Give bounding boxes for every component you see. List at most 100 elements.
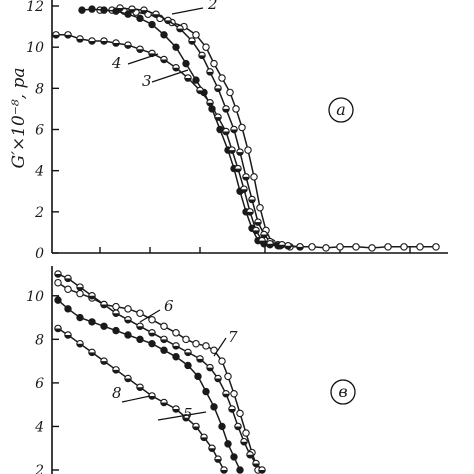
y-tick-label: 6: [35, 376, 44, 392]
panel-b-ticks: 2 4 6 8 10: [26, 289, 59, 474]
data-point-6: [160, 322, 168, 331]
data-point-2: [140, 6, 148, 14]
data-point-1: [352, 243, 360, 251]
data-point-1: [416, 243, 424, 251]
data-point-7: [206, 363, 214, 372]
data-point-2: [222, 105, 230, 113]
data-point-7: [76, 283, 84, 291]
panel-a-ticks: 0 2 4 6 8 10 12: [26, 0, 411, 262]
data-point-1: [400, 243, 408, 251]
curve-label-4-leader: [127, 53, 159, 65]
series-line-8: [57, 327, 225, 471]
data-point-7: [64, 274, 72, 283]
data-point-2: [230, 125, 238, 134]
data-point-1: [368, 244, 376, 252]
curve-label-6-leader: [139, 309, 161, 323]
data-point-6: [172, 329, 180, 337]
curve-label-5-text: 5: [183, 405, 193, 423]
data-point-1: [256, 203, 264, 212]
data-point-5: [218, 422, 226, 431]
data-point-2: [296, 243, 304, 251]
y-tick-label: 6: [35, 123, 44, 139]
y-tick-label: 2: [34, 205, 44, 221]
data-point-5: [160, 346, 168, 354]
curve-label-6: 6: [139, 297, 174, 323]
data-point-5: [64, 305, 72, 313]
data-point-2: [254, 218, 262, 226]
y-tick-label: 8: [35, 81, 44, 97]
data-point-7: [88, 292, 96, 300]
curve-label-4-text: 4: [111, 54, 122, 72]
panel-a: 0 2 4 6 8 10 12 G′×10⁻⁸, pa a 2 4 3: [9, 0, 448, 262]
data-point-1: [322, 244, 330, 252]
panel-b-label-circle: [330, 379, 356, 405]
panel-a-label-circle: [328, 97, 354, 123]
data-point-3: [88, 5, 96, 13]
data-point-8: [220, 466, 228, 474]
data-point-2: [242, 173, 250, 181]
data-point-5: [148, 339, 156, 348]
curve-label-2-leader: [171, 7, 204, 15]
data-point-4: [258, 236, 266, 245]
data-point-7: [246, 451, 254, 459]
curve-label-5-leader: [157, 411, 207, 421]
data-point-6: [202, 342, 210, 350]
curve-label-7-text: 7: [228, 328, 238, 346]
data-point-6: [192, 339, 200, 348]
data-point-4: [252, 226, 260, 235]
y-tick-label: 12: [26, 0, 44, 15]
panel-a-label: a: [328, 97, 354, 123]
data-point-5: [100, 322, 108, 330]
panel-b-label-text: в: [338, 382, 347, 401]
data-point-4: [278, 241, 286, 249]
data-point-5: [54, 296, 62, 304]
series-line-1: [100, 9, 436, 249]
data-point-2: [214, 84, 222, 93]
data-point-4: [184, 74, 192, 82]
data-point-1: [218, 74, 226, 82]
data-point-4: [52, 31, 60, 39]
data-point-1: [250, 173, 258, 181]
data-point-2: [198, 51, 206, 60]
data-point-1: [384, 243, 392, 251]
y-tick-label: 2: [34, 463, 44, 474]
curve-label-5: 5: [157, 405, 207, 423]
curve-label-3: 3: [142, 69, 189, 90]
curve-label-2-text: 2: [207, 0, 218, 13]
data-point-4: [196, 86, 204, 95]
data-point-8: [192, 422, 200, 431]
data-point-4: [124, 41, 132, 49]
data-point-4: [112, 39, 120, 47]
data-point-5: [224, 440, 232, 448]
data-point-3: [160, 31, 168, 39]
data-point-8: [100, 357, 108, 365]
data-point-7: [136, 322, 144, 331]
data-point-7: [100, 300, 108, 309]
data-point-4: [76, 35, 84, 43]
data-point-8: [136, 383, 144, 391]
y-tick-label: 10: [26, 40, 44, 56]
panel-a-series: [52, 4, 440, 252]
data-point-3: [78, 6, 86, 14]
data-point-8: [160, 398, 168, 407]
data-point-8: [214, 455, 222, 463]
data-point-1: [336, 243, 344, 251]
data-point-4: [228, 146, 236, 154]
data-point-2: [248, 195, 256, 204]
data-point-4: [206, 98, 214, 107]
data-point-3: [172, 43, 180, 51]
data-point-4: [160, 55, 168, 64]
data-point-5: [236, 466, 244, 474]
data-point-3: [148, 20, 156, 29]
data-point-2: [152, 10, 160, 18]
data-point-7: [160, 335, 168, 344]
data-point-5: [184, 361, 192, 370]
data-point-6: [182, 335, 190, 344]
data-point-7: [228, 405, 236, 413]
data-point-2: [164, 16, 172, 25]
curve-label-6-text: 6: [164, 297, 174, 315]
data-point-6: [224, 372, 232, 381]
data-point-7: [214, 374, 222, 383]
series-line-6: [57, 282, 259, 471]
